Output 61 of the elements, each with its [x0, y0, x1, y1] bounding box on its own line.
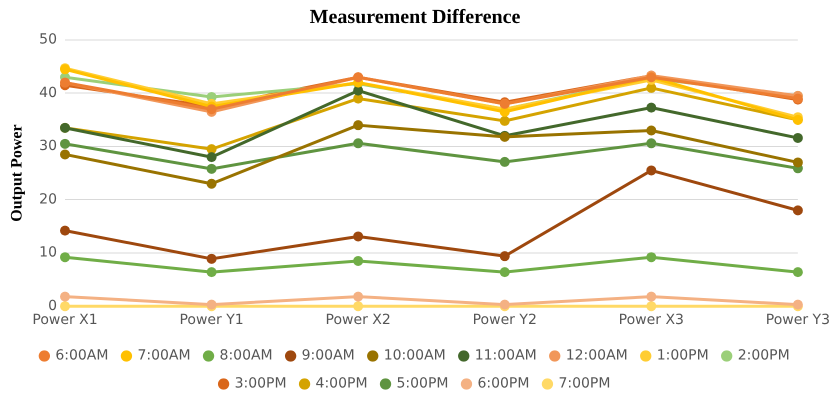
point [60, 292, 70, 302]
point [206, 164, 217, 174]
y-axis-title: Output Power [8, 124, 26, 222]
point [60, 301, 70, 312]
legend-label: 2:00PM [738, 348, 790, 364]
point [353, 256, 364, 266]
x-tick-label: Power Y1 [179, 312, 244, 328]
y-tick-label: 30 [39, 138, 58, 154]
point [60, 226, 70, 236]
point [60, 252, 70, 262]
legend-label: 1:00PM [656, 348, 709, 364]
y-tick-label: 50 [39, 32, 58, 48]
y-tick-label: 40 [39, 84, 58, 101]
x-tick-label: Power Y2 [472, 312, 537, 328]
point [353, 231, 364, 242]
chart-title: Measurement Difference [310, 6, 521, 28]
point [206, 254, 217, 264]
point [60, 149, 70, 160]
point [60, 138, 70, 149]
point [353, 138, 364, 148]
legend-label: 7:00AM [137, 348, 191, 364]
legend-label: 6:00AM [55, 348, 108, 364]
legend-label: 3:00PM [234, 376, 287, 392]
x-tick-label: Power X1 [32, 312, 98, 328]
point [500, 156, 510, 167]
x-tick-label: Power X2 [326, 312, 391, 328]
point [646, 292, 656, 302]
legend-label: 10:00AM [384, 348, 446, 364]
point [353, 301, 364, 312]
point [646, 126, 656, 136]
point [500, 116, 510, 126]
point [792, 267, 803, 278]
point [206, 152, 217, 162]
legend-label: 7:00PM [558, 376, 610, 392]
x-tick-label: Power X3 [618, 312, 684, 328]
point [646, 138, 656, 148]
point [646, 301, 656, 312]
legend-label: 5:00PM [396, 376, 448, 392]
point [353, 292, 364, 302]
point [206, 104, 217, 114]
point [792, 205, 803, 216]
legend-label: 8:00AM [220, 348, 273, 364]
point [646, 102, 656, 113]
point [206, 267, 217, 278]
x-tick-label: Power Y3 [766, 312, 830, 328]
legend-label: 6:00PM [477, 376, 530, 392]
legend-label: 4:00PM [316, 376, 368, 392]
point [646, 165, 656, 176]
y-tick-label: 20 [39, 191, 58, 208]
point [500, 251, 510, 262]
y-tick-label: 0 [48, 298, 58, 314]
point [500, 267, 510, 278]
point [206, 178, 217, 189]
legend-label: 9:00AM [302, 348, 355, 364]
legend-label: 12:00AM [566, 348, 628, 364]
point [646, 252, 656, 262]
y-tick-label: 10 [39, 244, 58, 261]
point [792, 132, 803, 143]
legend-label: 11:00AM [474, 348, 537, 364]
point [792, 157, 803, 168]
point [353, 120, 364, 130]
